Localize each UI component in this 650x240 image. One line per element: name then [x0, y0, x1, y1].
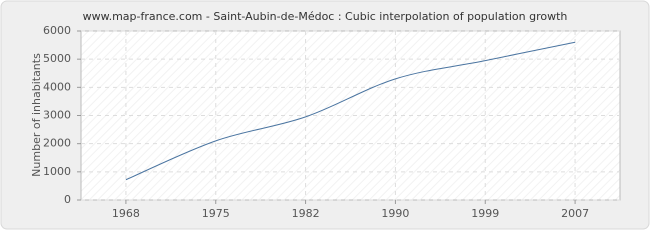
x-tick-label: 2007: [561, 207, 589, 220]
x-tick-label: 1975: [202, 207, 230, 220]
data-line: [125, 41, 576, 181]
chart-title: www.map-france.com - Saint-Aubin-de-Médo…: [83, 10, 568, 23]
y-tick-label: 4000: [43, 80, 71, 93]
y-tick-label: 5000: [43, 52, 71, 65]
x-tick-label: 1982: [292, 207, 320, 220]
y-tick-label: 6000: [43, 24, 71, 37]
chart: www.map-france.com - Saint-Aubin-de-Médo…: [0, 0, 650, 230]
y-tick-label: 1000: [43, 165, 71, 178]
y-tick-label: 2000: [43, 137, 71, 150]
x-tick-label: 1968: [112, 207, 140, 220]
y-tick-label: 3000: [43, 109, 71, 122]
y-tick-label: 0: [64, 193, 71, 206]
x-tick-label: 1990: [381, 207, 409, 220]
y-axis-label: Number of inhabitants: [30, 53, 43, 177]
x-tick-label: 1999: [471, 207, 499, 220]
